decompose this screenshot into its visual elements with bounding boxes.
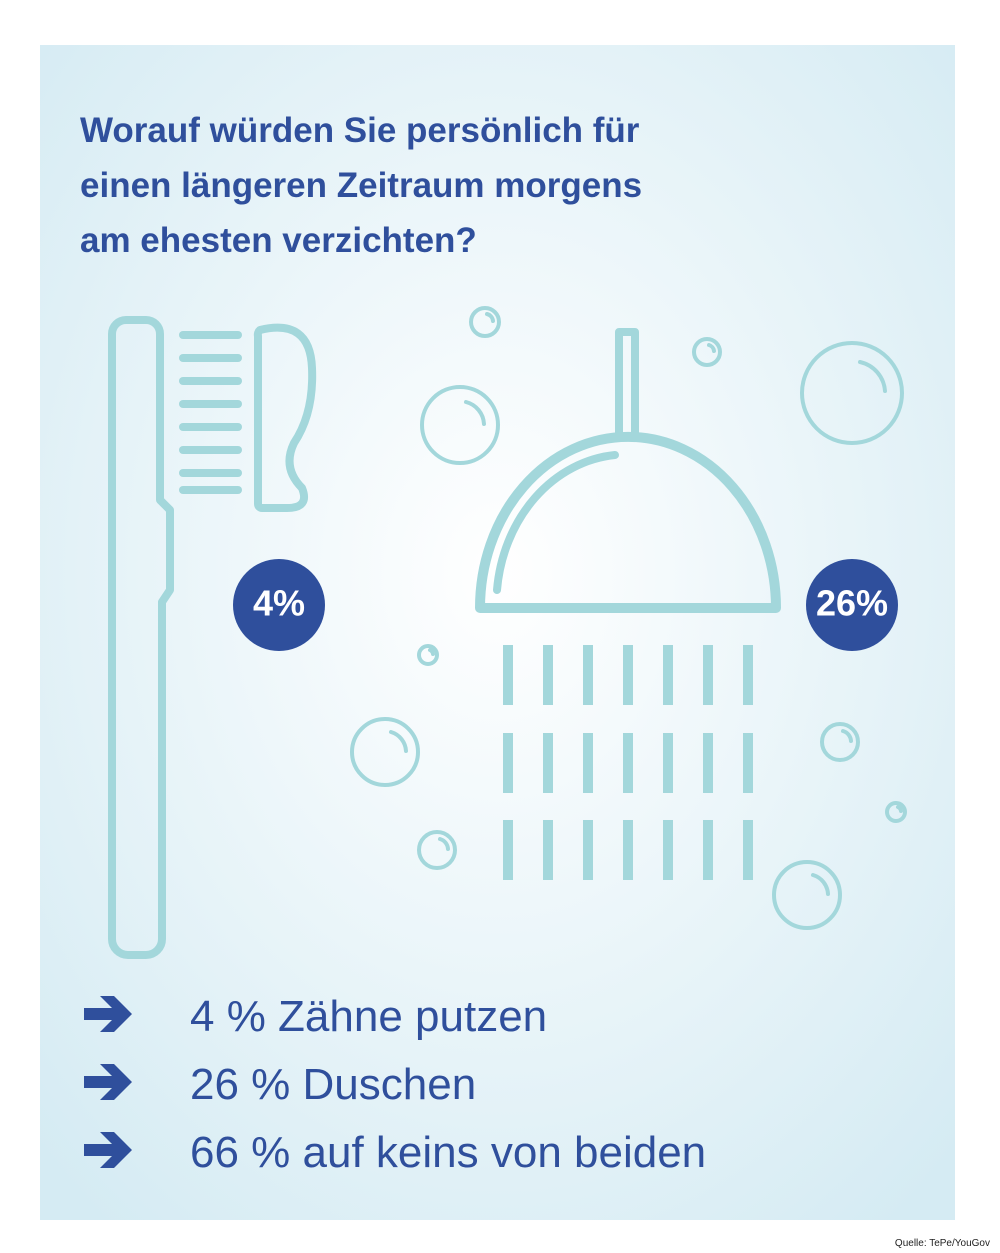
title-line: Worauf würden Sie persönlich für	[80, 111, 640, 150]
badge-circle	[806, 559, 898, 651]
shower-icon	[475, 328, 781, 880]
panel	[40, 45, 955, 1220]
title-line: am ehesten verzichten?	[80, 221, 477, 260]
list-item: 4 % Zähne putzen	[190, 992, 547, 1041]
title-line: einen längeren Zeitraum morgens	[80, 166, 642, 205]
arrows	[84, 996, 132, 1168]
toothbrush-icon	[108, 316, 317, 959]
list-item: 66 % auf keins von beiden	[190, 1128, 706, 1177]
badge-label: 4%	[253, 583, 305, 624]
list-item: 26 % Duschen	[190, 1060, 476, 1109]
badge-label: 26%	[816, 583, 888, 624]
badge-circle	[233, 559, 325, 651]
source: Quelle: TePe/YouGov	[895, 1238, 990, 1249]
bubbles	[350, 306, 907, 930]
